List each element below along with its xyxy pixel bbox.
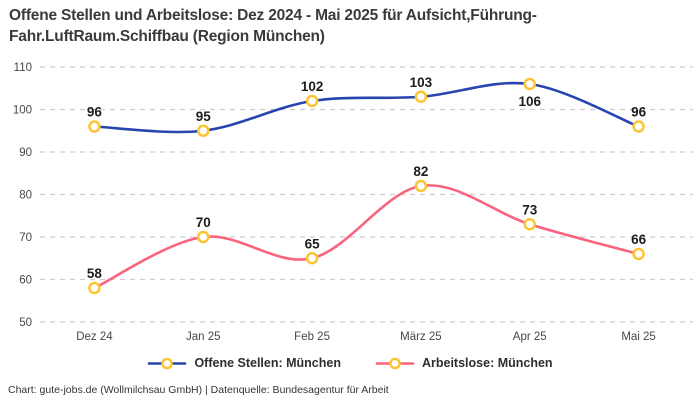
data-point-marker[interactable] bbox=[305, 252, 319, 265]
data-point-label: 103 bbox=[410, 75, 433, 90]
y-axis-tick-label: 100 bbox=[13, 105, 32, 117]
x-axis-tick-label: Feb 25 bbox=[294, 331, 330, 343]
data-point-marker[interactable] bbox=[88, 120, 101, 133]
x-axis-tick-label: Jan 25 bbox=[186, 331, 221, 343]
footer-credit: Chart: gute-jobs.de (Wollmilchsau GmbH) … bbox=[8, 384, 389, 396]
data-point-marker[interactable] bbox=[632, 120, 645, 133]
data-point-marker[interactable] bbox=[523, 77, 536, 91]
x-axis-tick-label: Mai 25 bbox=[621, 331, 656, 343]
series-line bbox=[93, 184, 640, 290]
data-point-label: 96 bbox=[87, 105, 103, 120]
y-axis-tick-label: 90 bbox=[19, 147, 32, 159]
data-point-label: 58 bbox=[87, 266, 103, 281]
chart-title: Offene Stellen und Arbeitslose: Dez 2024… bbox=[9, 7, 537, 46]
data-point-label: 102 bbox=[301, 79, 324, 94]
legend-label: Offene Stellen: München bbox=[194, 356, 341, 370]
y-axis-tick-label: 80 bbox=[19, 190, 32, 202]
legend-label: Arbeitslose: München bbox=[421, 356, 553, 370]
legend: Offene Stellen: München Arbeitslose: Mün… bbox=[0, 356, 700, 370]
y-axis-tick-label: 110 bbox=[14, 62, 32, 74]
data-point-marker[interactable] bbox=[414, 90, 428, 103]
y-axis-tick-label: 70 bbox=[19, 232, 32, 244]
legend-line-marker-icon bbox=[375, 357, 415, 369]
data-point-label: 96 bbox=[631, 105, 647, 120]
data-point-marker[interactable] bbox=[305, 94, 319, 108]
data-point-marker[interactable] bbox=[523, 218, 536, 231]
data-point-label: 70 bbox=[196, 215, 211, 230]
data-point-label: 65 bbox=[305, 236, 321, 251]
y-axis-tick-label: 50 bbox=[19, 317, 32, 329]
line-chart-plot-area: 50 60 70 80 90 100 110 Dez 24 Jan 25 Feb 25 März 2… bbox=[13, 62, 693, 343]
data-point-marker[interactable] bbox=[88, 281, 101, 295]
data-point-label: 82 bbox=[413, 164, 428, 179]
series-line bbox=[93, 81, 640, 134]
data-point-marker[interactable] bbox=[632, 247, 645, 261]
legend-item-offene-stellen[interactable]: Offene Stellen: München bbox=[147, 356, 341, 370]
x-axis-tick-label: Dez 24 bbox=[76, 331, 113, 343]
data-point-label: 95 bbox=[196, 109, 212, 124]
data-point-marker[interactable] bbox=[414, 179, 428, 193]
data-point-label: 66 bbox=[631, 232, 647, 247]
data-point-marker[interactable] bbox=[197, 230, 210, 244]
data-point-marker[interactable] bbox=[197, 124, 210, 137]
legend-line-marker-icon bbox=[148, 357, 187, 369]
legend-item-arbeitslose[interactable]: Arbeitslose: München bbox=[375, 356, 553, 370]
y-axis-tick-label: 60 bbox=[19, 275, 32, 287]
data-point-label: 106 bbox=[518, 94, 541, 109]
data-point-label: 73 bbox=[522, 202, 538, 217]
x-axis-tick-label: Apr 25 bbox=[513, 331, 547, 343]
x-axis-tick-label: März 25 bbox=[400, 331, 442, 343]
